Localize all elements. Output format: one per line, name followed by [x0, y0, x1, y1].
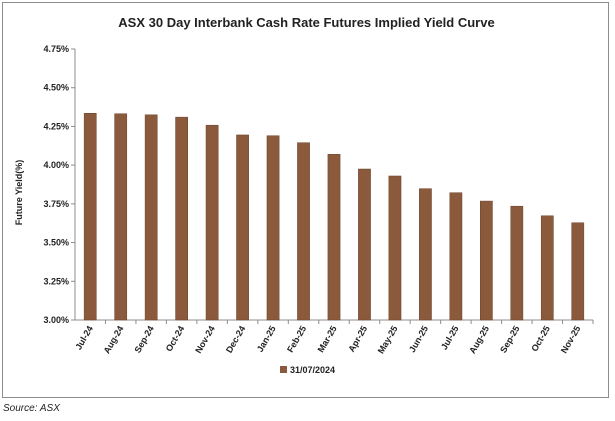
- x-tick-label: Feb-25: [285, 324, 308, 354]
- y-tick-label: 3.50%: [43, 238, 69, 248]
- bar[interactable]: [388, 175, 402, 321]
- bar[interactable]: [358, 168, 371, 321]
- x-tick-label: Nov-25: [559, 324, 583, 355]
- bar[interactable]: [144, 114, 158, 321]
- x-tick-label: Oct-24: [164, 324, 187, 353]
- bar[interactable]: [297, 142, 310, 321]
- x-tick-label: Mar-25: [316, 324, 339, 354]
- x-tick-label: Jul-24: [73, 324, 95, 352]
- bar[interactable]: [510, 205, 524, 321]
- y-tick-label: 4.25%: [43, 121, 69, 131]
- x-tick-label: Sep-24: [132, 324, 155, 355]
- x-tick-label: Sep-25: [498, 324, 521, 355]
- x-tick-label: Nov-24: [193, 324, 217, 355]
- x-tick-label: Jun-25: [407, 324, 430, 354]
- chart-title: ASX 30 Day Interbank Cash Rate Futures I…: [118, 15, 495, 30]
- x-tick-label: Apr-25: [346, 324, 369, 354]
- bar[interactable]: [571, 222, 585, 321]
- bar[interactable]: [114, 113, 128, 321]
- x-tick-label: Aug-25: [467, 324, 491, 355]
- bar-chart: 3.00% 3.25% 3.50% 3.75% 4.00% 4.25% 4.50% 4.75%…: [14, 44, 594, 375]
- y-tick-label: 4.50%: [43, 83, 69, 93]
- y-axis-label: Future Yield(%): [14, 160, 24, 226]
- bar[interactable]: [480, 200, 493, 321]
- bar[interactable]: [419, 188, 432, 321]
- legend-swatch: [280, 366, 287, 373]
- bar[interactable]: [540, 215, 554, 321]
- y-tick-label: 4.75%: [43, 44, 69, 54]
- y-tick-label: 3.75%: [43, 199, 69, 209]
- source-note: Source: ASX: [3, 403, 60, 414]
- bar[interactable]: [449, 192, 463, 321]
- x-tick-label: Jul-25: [439, 324, 461, 352]
- bar[interactable]: [205, 124, 219, 321]
- x-tick-label: Jan-25: [255, 324, 278, 354]
- bar[interactable]: [175, 116, 188, 321]
- bar[interactable]: [327, 154, 341, 321]
- x-tick-label: Aug-24: [102, 324, 126, 355]
- x-tick-label: Dec-24: [224, 324, 247, 355]
- y-tick-label: 4.00%: [43, 160, 69, 170]
- y-tick-label: 3.00%: [43, 315, 69, 325]
- x-tick-label: May-25: [376, 324, 400, 355]
- x-tick-label: Oct-25: [529, 324, 552, 353]
- legend-label: 31/07/2024: [290, 365, 335, 375]
- bar[interactable]: [266, 135, 280, 321]
- chart-frame: ASX 30 Day Interbank Cash Rate Futures I…: [2, 2, 609, 398]
- y-tick-label: 3.25%: [43, 276, 69, 286]
- bar[interactable]: [236, 134, 249, 321]
- bar[interactable]: [83, 113, 97, 321]
